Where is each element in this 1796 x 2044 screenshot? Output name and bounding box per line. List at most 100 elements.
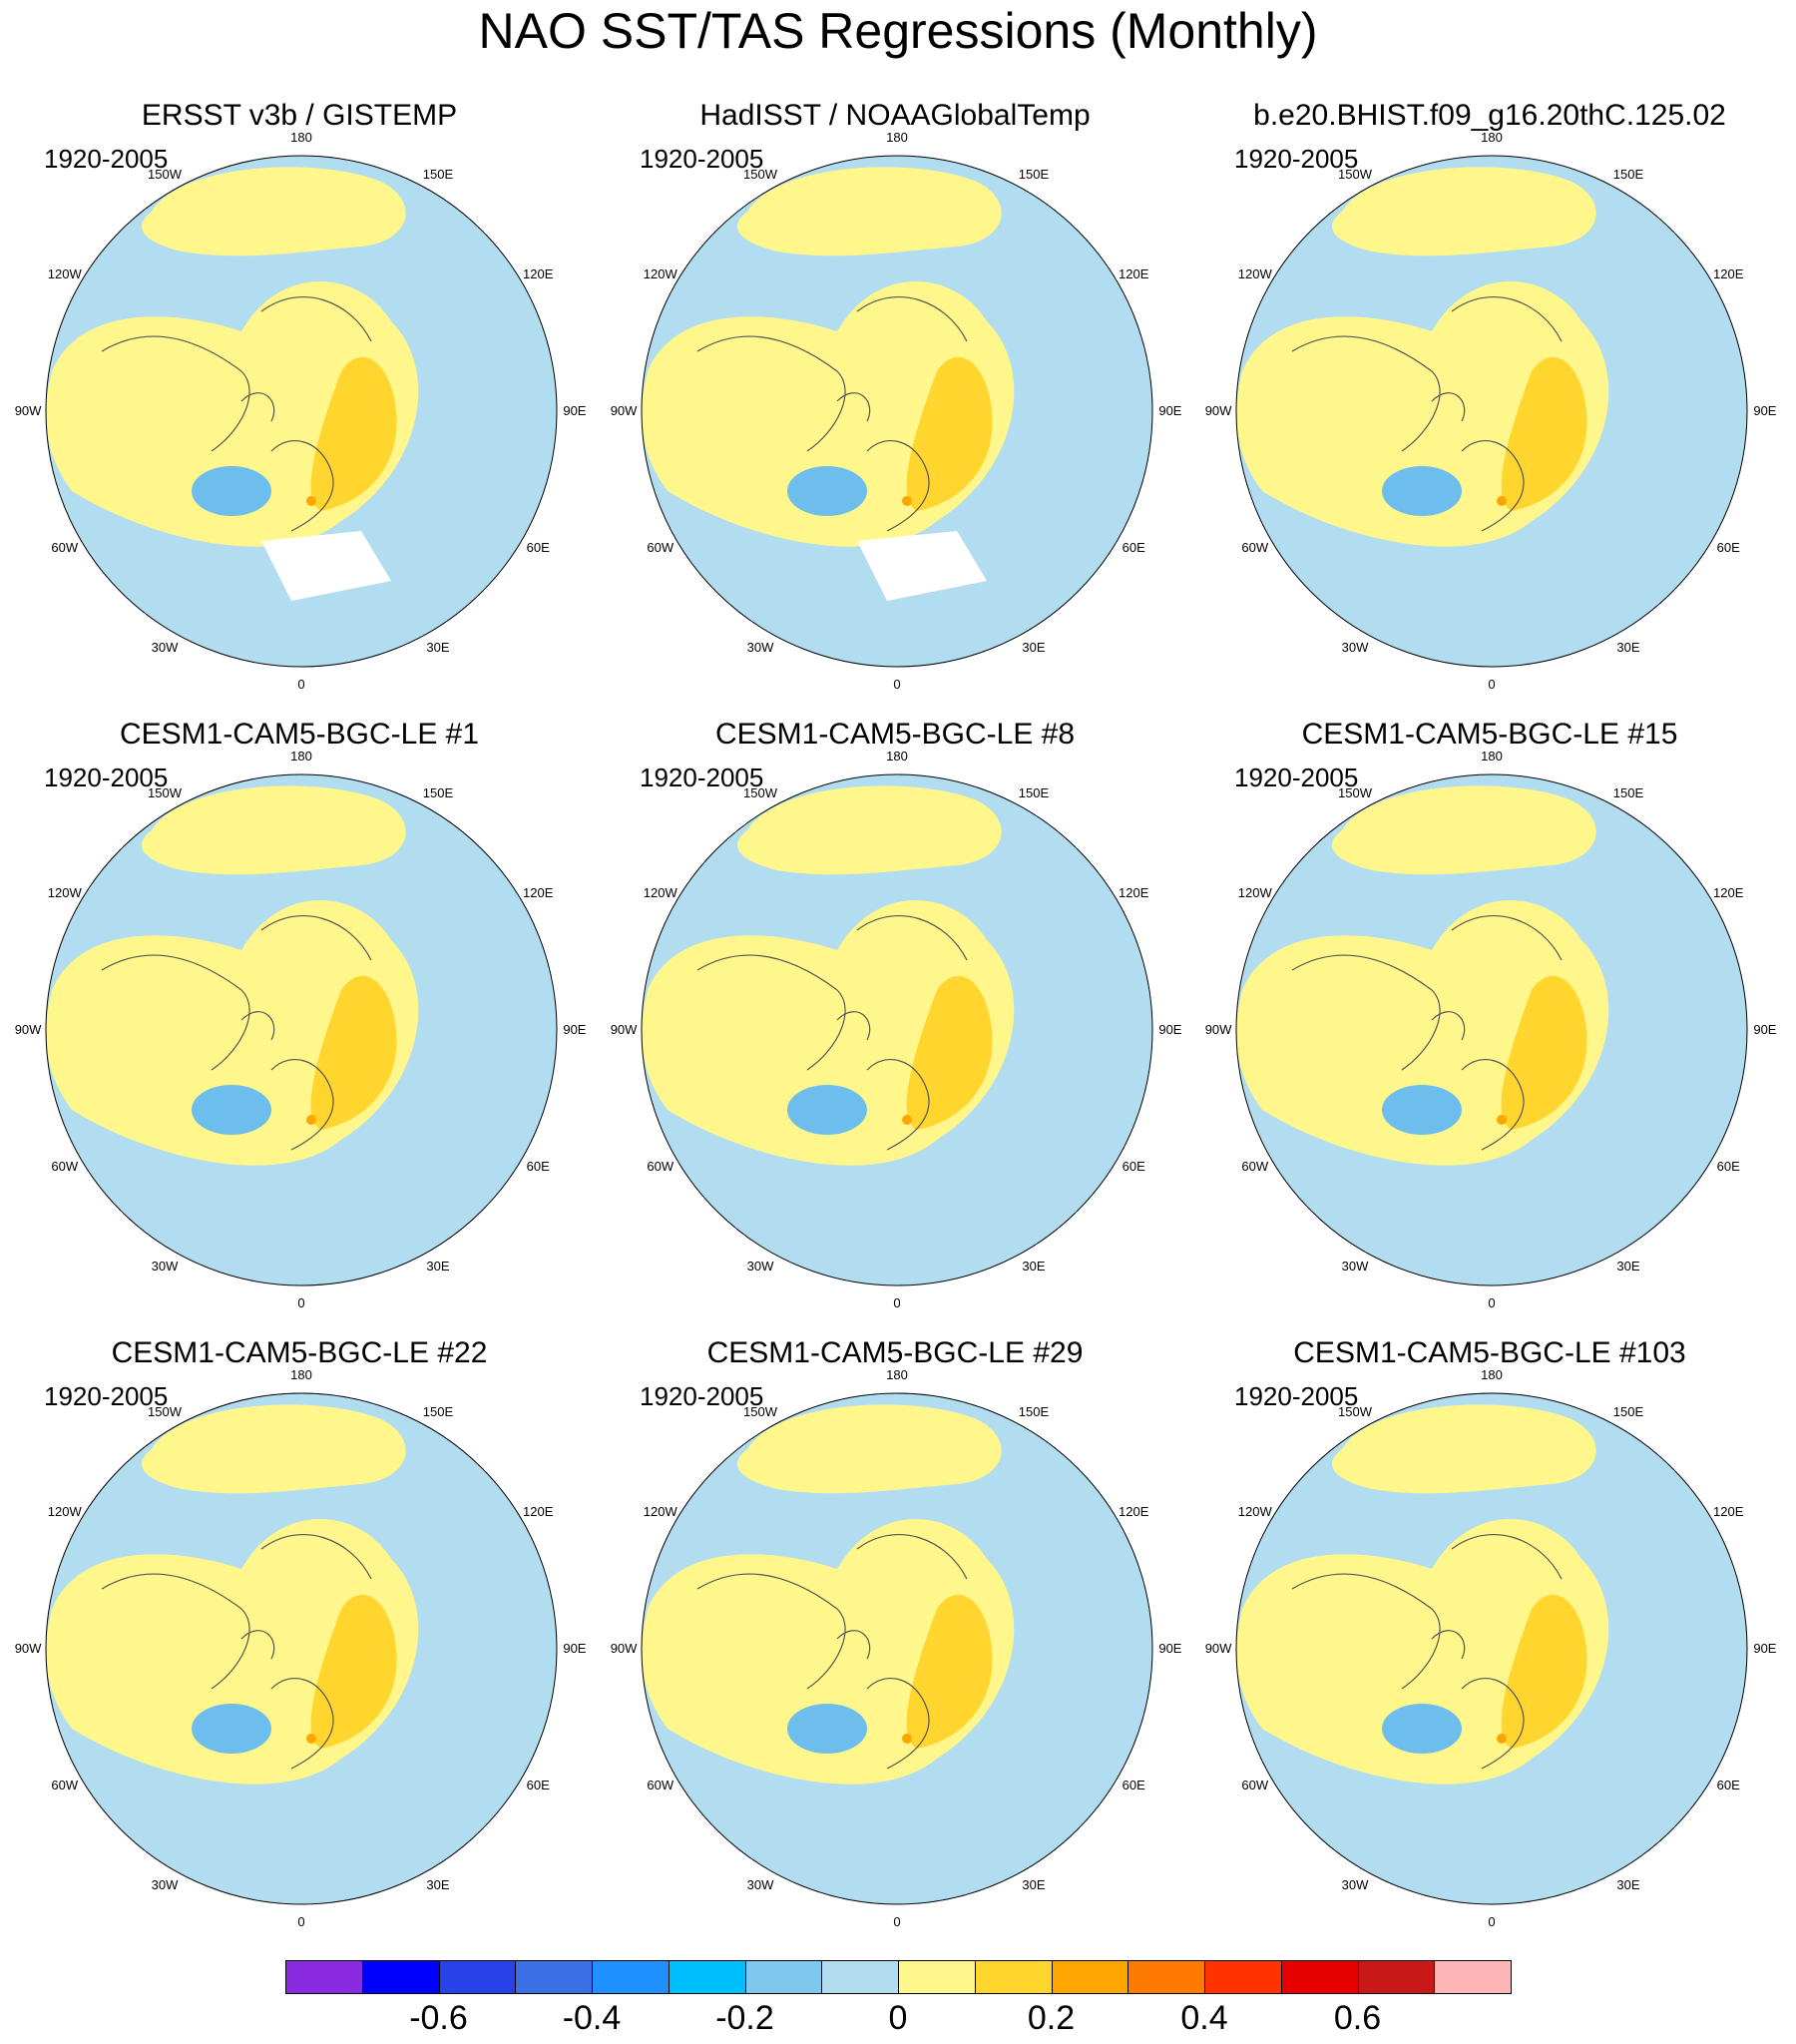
longitude-label: 150E (1019, 785, 1050, 800)
longitude-label: 120W (48, 1504, 83, 1519)
longitude-label: 90W (611, 403, 638, 418)
labrador-negative-anomaly (192, 1085, 271, 1135)
longitude-label: 30E (1022, 640, 1045, 655)
colorbar-swatch (898, 1960, 976, 1994)
panel-title: CESM1-CAM5-BGC-LE #1 (119, 718, 480, 751)
colorbar-swatch (1357, 1960, 1435, 1994)
longitude-label: 150W (148, 1404, 183, 1419)
scandinavia-hotspot (1497, 496, 1507, 506)
longitude-label: 150W (1338, 785, 1373, 800)
panel-period: 1920-2005 (640, 144, 764, 174)
north-pacific-anomaly (1332, 167, 1596, 256)
longitude-label: 180 (886, 749, 908, 764)
longitude-label: 60E (1122, 1159, 1145, 1174)
colorbar-swatch (974, 1960, 1052, 1994)
map-panel: 180 150E 120E 90E 60E 30E 0 30W 60W 90W 120W 150W CE… (0, 715, 599, 1333)
longitude-label: 30E (426, 640, 449, 655)
coastlines (101, 915, 372, 1151)
map-boundary (641, 1392, 1153, 1905)
north-pacific-anomaly (737, 1404, 1002, 1494)
panel-title: ERSST v3b / GISTEMP (141, 99, 458, 132)
longitude-label: 180 (290, 749, 312, 764)
longitude-label: 30W (1342, 1259, 1369, 1274)
panel-title: CESM1-CAM5-BGC-LE #15 (1301, 718, 1678, 751)
map-panel: 180 150E 120E 90E 60E 30E 0 30W 60W 90W 120W 150W CE… (1190, 1333, 1789, 1952)
scandinavia-hotspot (306, 1115, 316, 1125)
coastlines (696, 915, 968, 1151)
longitude-label: 120E (1713, 1504, 1744, 1519)
longitude-label: 0 (1488, 1295, 1495, 1310)
longitude-label: 120E (1119, 266, 1149, 281)
longitude-label: 90W (15, 1022, 42, 1037)
polar-map: 180 150E 120E 90E 60E 30E 0 30W 60W 90W 120W 150W (611, 749, 1182, 1310)
colorbar-swatch (1051, 1960, 1128, 1994)
longitude-label: 90W (15, 1641, 42, 1656)
labrador-negative-anomaly (192, 1704, 271, 1754)
longitude-label: 90E (563, 403, 586, 418)
colorbar-swatch (821, 1960, 899, 1994)
longitude-label: 60E (1717, 1778, 1740, 1792)
polar-map: 180 150E 120E 90E 60E 30E 0 30W 60W 90W 120W 150W (1205, 749, 1777, 1310)
longitude-label: 180 (886, 1367, 908, 1382)
longitude-label: 180 (290, 130, 312, 145)
longitude-label: 30E (1616, 640, 1639, 655)
longitude-label: 0 (1488, 677, 1495, 692)
colorbar-tick-label: 0 (888, 1999, 908, 2037)
coastlines (1291, 296, 1563, 532)
longitude-label: 30W (1342, 640, 1369, 655)
longitude-label: 120W (644, 266, 678, 281)
longitude-label: 120E (1119, 1504, 1149, 1519)
longitude-label: 120E (523, 885, 554, 900)
longitude-label: 150W (743, 167, 778, 182)
scandinavia-hotspot (306, 1734, 316, 1744)
longitude-label: 120W (644, 885, 678, 900)
longitude-label: 60W (647, 540, 674, 555)
longitude-label: 90E (1158, 1022, 1181, 1037)
north-pacific-anomaly (1332, 785, 1596, 875)
longitude-label: 90E (1753, 403, 1776, 418)
longitude-label: 30E (426, 1877, 449, 1892)
labrador-negative-anomaly (787, 1085, 867, 1135)
colorbar-swatch (361, 1960, 439, 1994)
map-panel: 180 150E 120E 90E 60E 30E 0 30W 60W 90W 120W 150W CE… (1190, 715, 1789, 1333)
longitude-label: 90W (1205, 403, 1232, 418)
longitude-label: 90W (611, 1641, 638, 1656)
map-panel: 180 150E 120E 90E 60E 30E 0 30W 60W 90W 120W 150W CE… (0, 1333, 599, 1952)
colorbar-swatch (438, 1960, 516, 1994)
missing-data-patch (261, 531, 391, 601)
panel-period: 1920-2005 (1234, 144, 1359, 174)
longitude-label: 30E (426, 1259, 449, 1274)
coastlines (1291, 1534, 1563, 1770)
polar-map: 180 150E 120E 90E 60E 30E 0 30W 60W 90W 120W 150W (15, 130, 587, 692)
longitude-label: 180 (886, 130, 908, 145)
longitude-label: 60W (1241, 1778, 1268, 1792)
longitude-label: 120E (1713, 885, 1744, 900)
longitude-label: 150W (1338, 1404, 1373, 1419)
colorbar-tick-label: -0.2 (715, 1999, 774, 2037)
longitude-label: 60E (1122, 1778, 1145, 1792)
longitude-label: 0 (297, 1295, 304, 1310)
labrador-negative-anomaly (787, 466, 867, 516)
scandinavia-hotspot (902, 1115, 912, 1125)
north-pacific-anomaly (737, 167, 1002, 256)
map-boundary (1235, 1392, 1748, 1905)
colorbar-swatch (1434, 1960, 1512, 1994)
longitude-label: 180 (1481, 749, 1503, 764)
map-boundary (1235, 155, 1748, 668)
longitude-label: 30E (1022, 1259, 1045, 1274)
labrador-negative-anomaly (787, 1704, 867, 1754)
longitude-label: 60W (1241, 540, 1268, 555)
longitude-label: 60E (1122, 540, 1145, 555)
map-panel: 180 150E 120E 90E 60E 30E 0 30W 60W 90W 120W 150W CE… (596, 1333, 1194, 1952)
longitude-label: 30W (747, 1877, 774, 1892)
longitude-label: 150E (423, 1404, 454, 1419)
north-pacific-anomaly (1332, 1404, 1596, 1494)
longitude-label: 0 (297, 1914, 304, 1929)
longitude-label: 30W (152, 1259, 179, 1274)
map-boundary (1235, 773, 1748, 1286)
longitude-label: 0 (893, 1914, 900, 1929)
coastlines (696, 296, 968, 532)
map-panel: 180 150E 120E 90E 60E 30E 0 30W 60W 90W 120W 150W b.… (1190, 96, 1789, 715)
labrador-negative-anomaly (1382, 1085, 1462, 1135)
longitude-label: 150W (1338, 167, 1373, 182)
